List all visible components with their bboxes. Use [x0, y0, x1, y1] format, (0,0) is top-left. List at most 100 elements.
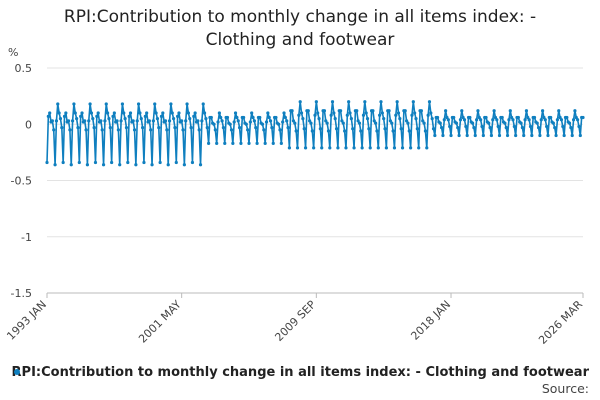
data-point[interactable]	[158, 160, 162, 165]
data-point[interactable]	[468, 115, 472, 120]
data-point[interactable]	[457, 133, 461, 138]
data-point[interactable]	[365, 117, 370, 121]
data-point[interactable]	[303, 146, 308, 150]
data-point[interactable]	[344, 146, 348, 150]
data-point[interactable]	[66, 119, 71, 123]
data-point[interactable]	[252, 119, 256, 123]
data-point[interactable]	[286, 126, 290, 130]
data-point[interactable]	[316, 111, 320, 115]
data-point[interactable]	[70, 119, 75, 123]
data-point[interactable]	[131, 119, 135, 123]
data-point[interactable]	[274, 115, 278, 120]
data-point[interactable]	[134, 163, 138, 167]
data-point[interactable]	[430, 117, 434, 121]
data-point[interactable]	[333, 117, 337, 121]
data-point[interactable]	[68, 128, 72, 132]
data-point[interactable]	[475, 118, 479, 122]
data-point[interactable]	[352, 146, 356, 150]
data-point[interactable]	[495, 118, 499, 122]
data-point[interactable]	[577, 124, 581, 129]
data-point[interactable]	[54, 119, 59, 123]
data-point[interactable]	[279, 141, 283, 145]
data-point[interactable]	[470, 121, 475, 125]
data-point[interactable]	[122, 111, 126, 115]
data-point[interactable]	[532, 115, 537, 120]
data-point[interactable]	[554, 133, 558, 138]
data-point[interactable]	[173, 126, 177, 130]
data-point[interactable]	[116, 128, 120, 132]
data-point[interactable]	[543, 118, 547, 122]
data-point[interactable]	[106, 111, 110, 115]
data-point[interactable]	[72, 102, 76, 106]
data-point[interactable]	[61, 160, 65, 165]
legend[interactable]: RPI:Contribution to monthly change in al…	[12, 362, 589, 382]
data-point[interactable]	[427, 100, 432, 104]
data-point[interactable]	[398, 117, 402, 121]
data-point[interactable]	[336, 146, 340, 150]
data-point[interactable]	[429, 111, 433, 115]
data-point[interactable]	[341, 121, 345, 125]
data-point[interactable]	[45, 160, 49, 165]
data-point[interactable]	[465, 133, 469, 138]
data-point[interactable]	[559, 118, 564, 122]
data-point[interactable]	[80, 111, 84, 115]
data-point[interactable]	[209, 115, 213, 120]
data-point[interactable]	[479, 118, 483, 122]
data-point[interactable]	[511, 118, 515, 122]
data-point[interactable]	[151, 119, 155, 123]
data-point[interactable]	[368, 146, 372, 150]
data-point[interactable]	[278, 128, 282, 132]
data-point[interactable]	[480, 124, 484, 129]
data-point[interactable]	[565, 115, 569, 120]
data-point[interactable]	[184, 119, 188, 123]
data-point[interactable]	[351, 127, 355, 131]
data-point[interactable]	[473, 133, 477, 138]
data-point[interactable]	[266, 111, 270, 115]
data-point[interactable]	[237, 126, 242, 130]
data-point[interactable]	[394, 113, 398, 117]
data-point[interactable]	[484, 115, 488, 120]
data-point[interactable]	[229, 128, 234, 132]
data-point[interactable]	[101, 163, 106, 167]
data-point[interactable]	[383, 127, 387, 131]
data-point[interactable]	[95, 114, 99, 118]
data-point[interactable]	[295, 146, 300, 150]
data-point[interactable]	[258, 115, 262, 120]
data-point[interactable]	[52, 128, 56, 132]
data-point[interactable]	[396, 111, 401, 115]
data-point[interactable]	[426, 113, 430, 117]
data-point[interactable]	[328, 146, 332, 150]
data-point[interactable]	[124, 126, 129, 130]
data-point[interactable]	[492, 109, 496, 113]
data-point[interactable]	[135, 119, 139, 123]
data-point[interactable]	[271, 141, 275, 145]
data-point[interactable]	[246, 128, 250, 132]
data-point[interactable]	[448, 124, 452, 129]
data-point[interactable]	[355, 109, 359, 113]
data-point[interactable]	[573, 109, 577, 113]
data-point[interactable]	[545, 124, 549, 129]
data-point[interactable]	[345, 113, 349, 117]
data-point[interactable]	[505, 133, 510, 138]
data-point[interactable]	[60, 126, 64, 130]
data-point[interactable]	[242, 115, 246, 120]
data-point[interactable]	[170, 111, 174, 115]
data-point[interactable]	[239, 141, 243, 145]
data-point[interactable]	[317, 117, 321, 121]
data-point[interactable]	[64, 111, 68, 115]
data-point[interactable]	[294, 129, 298, 133]
data-point[interactable]	[180, 119, 184, 123]
data-point[interactable]	[251, 115, 255, 120]
data-point[interactable]	[348, 111, 352, 115]
data-point[interactable]	[472, 126, 476, 130]
data-point[interactable]	[503, 121, 507, 125]
data-point[interactable]	[555, 118, 560, 122]
data-point[interactable]	[347, 100, 351, 104]
data-point[interactable]	[87, 119, 91, 123]
data-point[interactable]	[414, 117, 418, 121]
data-point[interactable]	[387, 109, 391, 113]
data-point[interactable]	[247, 141, 251, 145]
data-point[interactable]	[541, 109, 545, 113]
data-point[interactable]	[155, 117, 160, 121]
data-point[interactable]	[361, 113, 366, 117]
